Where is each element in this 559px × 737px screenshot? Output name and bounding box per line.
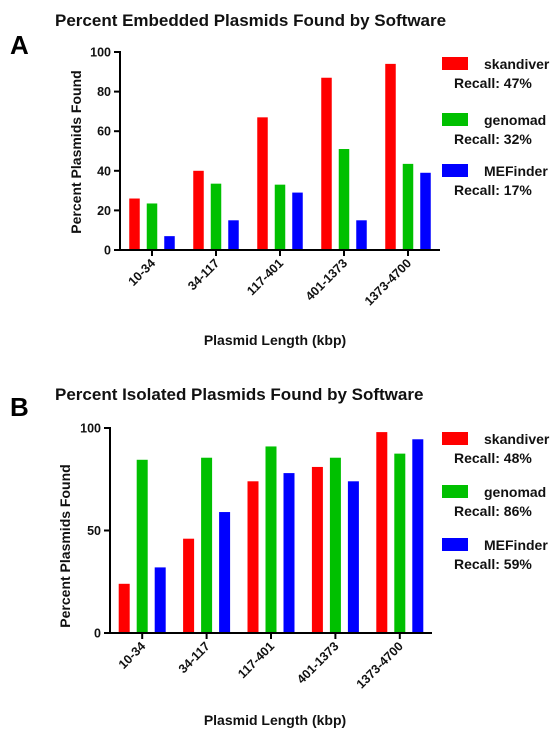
bar-genomad-117-401 [274, 184, 286, 250]
y-tick-label: 100 [80, 422, 101, 436]
x-tick-label: 10-34 [126, 256, 159, 289]
bar-genomad-34-117 [210, 183, 222, 250]
bar-skandiver-10-34 [129, 198, 140, 250]
plot-area-b: 0 50 100 10-34 34-117 117-401 401-1373 1373-470… [80, 422, 432, 691]
y-tick-label: 0 [104, 244, 111, 258]
legend-recall-skandiver: Recall: 47% [454, 75, 532, 91]
x-tick-label: 10-34 [116, 639, 149, 672]
y-tick-label: 80 [97, 85, 111, 99]
bar-genomad-401-1373 [329, 457, 341, 633]
bar-genomad-401-1373 [338, 149, 350, 250]
y-axis-label-a: Percent Plasmids Found [68, 70, 84, 233]
bar-skandiver-401-1373 [321, 77, 332, 251]
bar-genomad-34-117 [201, 457, 213, 633]
bar-mefinder-117-401 [292, 192, 303, 250]
legend-label-genomad: genomad [484, 484, 546, 500]
bar-skandiver-401-1373 [311, 466, 323, 633]
y-tick-label: 0 [94, 627, 101, 641]
plot-area-a: 0 20 40 60 80 100 10-34 34-117 117-401 401-1373 13… [90, 46, 440, 308]
bar-mefinder-401-1373 [347, 481, 359, 633]
chart-title-a: Percent Embedded Plasmids Found by Softw… [55, 11, 446, 30]
legend-swatch-genomad [442, 485, 468, 498]
legend-label-genomad: genomad [484, 112, 546, 128]
y-tick-label: 60 [97, 125, 111, 139]
bar-mefinder-1373-4700 [420, 172, 431, 250]
y-axis-label-b: Percent Plasmids Found [57, 464, 73, 627]
bar-skandiver-34-117 [183, 538, 195, 633]
bar-mefinder-34-117 [228, 220, 239, 250]
panel-b: B Percent Isolated Plasmids Found by Sof… [10, 385, 550, 728]
legend-label-skandiver: skandiver [484, 431, 550, 447]
legend-label-mefinder: MEFinder [484, 163, 548, 179]
y-tick-label: 20 [97, 204, 111, 218]
x-tick-label: 34-117 [185, 256, 222, 293]
legend-label-mefinder: MEFinder [484, 537, 548, 553]
legend-swatch-mefinder [442, 538, 468, 551]
chart-title-b: Percent Isolated Plasmids Found by Softw… [55, 385, 423, 404]
legend-swatch-skandiver [442, 57, 468, 70]
bar-genomad-117-401 [265, 446, 277, 633]
x-tick-label: 34-117 [176, 639, 213, 676]
bar-mefinder-117-401 [283, 473, 295, 633]
legend-a: skandiver Recall: 47% genomad Recall: 32% ME… [442, 56, 550, 198]
bar-skandiver-1373-4700 [385, 63, 396, 250]
legend-recall-mefinder: Recall: 17% [454, 182, 532, 198]
legend-b: skandiver Recall: 48% genomad Recall: 86% ME… [442, 431, 550, 572]
panel-a: A Percent Embedded Plasmids Found by Sof… [10, 11, 550, 348]
bar-skandiver-1373-4700 [376, 432, 388, 633]
legend-recall-genomad: Recall: 86% [454, 503, 532, 519]
x-tick-label: 401-1373 [294, 639, 341, 686]
x-tick-label: 1373-4700 [362, 256, 414, 308]
bar-skandiver-117-401 [247, 481, 259, 633]
bar-mefinder-10-34 [164, 236, 175, 250]
panel-letter-a: A [10, 30, 29, 60]
y-tick-label: 40 [97, 164, 111, 178]
x-axis-label-a: Plasmid Length (kbp) [204, 332, 346, 348]
x-tick-label: 117-401 [235, 639, 277, 681]
bar-skandiver-34-117 [193, 170, 204, 250]
panel-letter-b: B [10, 392, 29, 422]
legend-recall-genomad: Recall: 32% [454, 131, 532, 147]
bar-genomad-1373-4700 [394, 453, 406, 633]
legend-recall-skandiver: Recall: 48% [454, 450, 532, 466]
x-tick-label: 1373-4700 [354, 639, 406, 691]
bar-mefinder-1373-4700 [412, 439, 424, 633]
legend-label-skandiver: skandiver [484, 56, 550, 72]
x-tick-label: 117-401 [244, 256, 286, 298]
bar-genomad-10-34 [146, 203, 158, 250]
bar-skandiver-10-34 [118, 583, 130, 633]
bar-genomad-10-34 [136, 459, 148, 633]
bar-skandiver-117-401 [257, 117, 268, 250]
y-tick-label: 50 [87, 524, 101, 538]
legend-swatch-genomad [442, 113, 468, 126]
bar-mefinder-401-1373 [356, 220, 367, 250]
x-tick-label: 401-1373 [303, 256, 350, 303]
legend-swatch-skandiver [442, 432, 468, 445]
bar-genomad-1373-4700 [402, 163, 414, 250]
y-tick-label: 100 [90, 46, 111, 60]
x-axis-label-b: Plasmid Length (kbp) [204, 712, 346, 728]
bar-mefinder-10-34 [154, 567, 166, 633]
legend-swatch-mefinder [442, 164, 468, 177]
bar-mefinder-34-117 [219, 512, 231, 633]
legend-recall-mefinder: Recall: 59% [454, 556, 532, 572]
